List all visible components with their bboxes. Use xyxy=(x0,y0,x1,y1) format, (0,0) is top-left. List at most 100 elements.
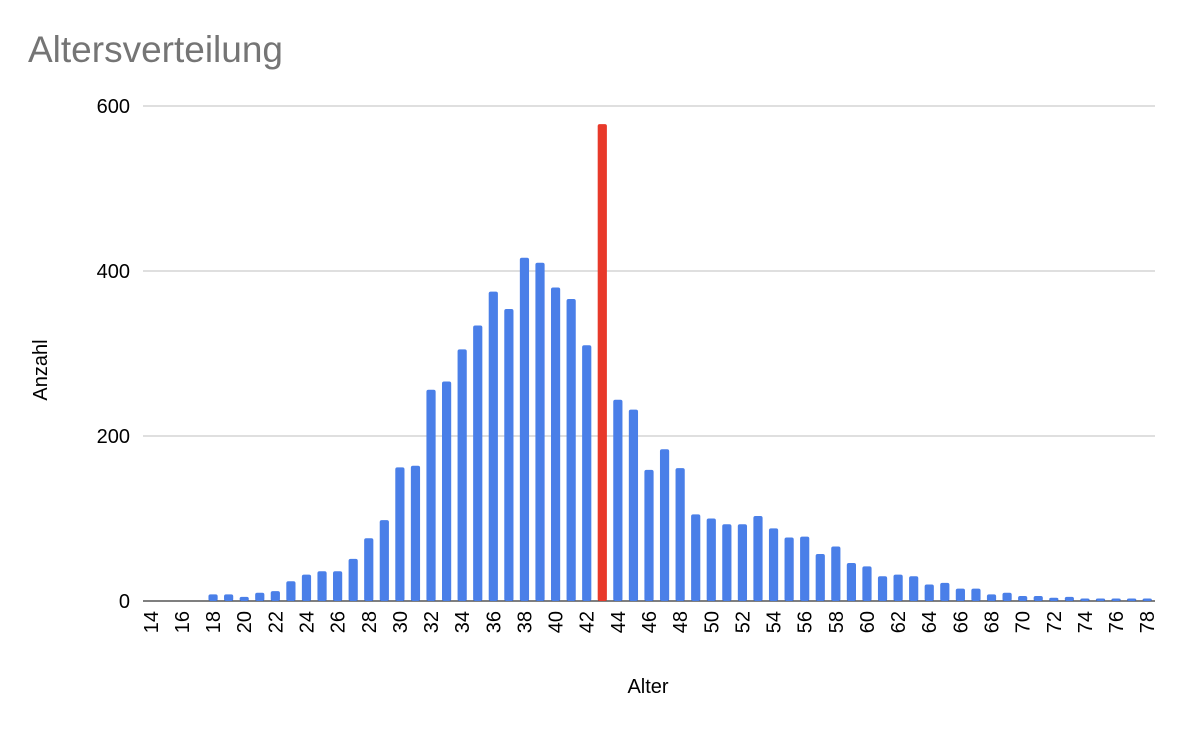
bar xyxy=(737,524,748,601)
bar xyxy=(644,469,654,601)
bar xyxy=(239,596,249,601)
x-tick-label: 58 xyxy=(826,611,848,633)
bar xyxy=(286,581,296,601)
bar xyxy=(909,576,919,601)
bar xyxy=(784,537,794,601)
bar xyxy=(582,345,592,601)
x-tick-label: 78 xyxy=(1137,611,1159,633)
bar xyxy=(597,124,607,602)
chart-title: Altersverteilung xyxy=(28,29,283,70)
x-tick-label: 66 xyxy=(950,611,972,633)
y-tick-label: 200 xyxy=(97,426,130,448)
x-tick-label: 28 xyxy=(359,611,381,633)
bar xyxy=(1002,592,1012,601)
bar xyxy=(566,299,576,601)
x-tick-label: 76 xyxy=(1106,611,1128,633)
x-tick-label: 40 xyxy=(546,611,568,633)
x-tick-label: 70 xyxy=(1013,611,1035,633)
bar xyxy=(1064,596,1074,601)
bar xyxy=(364,538,374,601)
x-tick-label: 52 xyxy=(732,611,754,633)
bar xyxy=(473,325,483,601)
bar xyxy=(800,536,810,601)
bar xyxy=(519,257,530,601)
x-tick-label: 30 xyxy=(390,611,412,633)
x-tick-label: 50 xyxy=(701,611,723,633)
x-tick-label: 18 xyxy=(203,611,225,633)
bar xyxy=(846,563,856,601)
bar xyxy=(862,566,872,601)
x-tick-label: 48 xyxy=(670,611,692,633)
x-tick-label: 60 xyxy=(857,611,879,633)
bar xyxy=(628,409,639,601)
bar xyxy=(1127,598,1137,601)
bar xyxy=(224,594,234,601)
bar xyxy=(675,468,685,601)
bar xyxy=(877,576,888,601)
bar xyxy=(488,291,498,601)
y-tick-label: 600 xyxy=(97,96,130,118)
bar xyxy=(971,588,981,601)
bar xyxy=(426,389,436,601)
bar xyxy=(317,571,327,601)
x-tick-label: 16 xyxy=(172,611,194,633)
bar xyxy=(753,516,763,601)
bar xyxy=(550,287,561,601)
bar xyxy=(815,553,825,601)
x-tick-label: 38 xyxy=(514,611,536,633)
bar xyxy=(706,518,716,601)
x-tick-label: 24 xyxy=(296,611,318,633)
x-tick-label: 68 xyxy=(982,611,1004,633)
x-tick-label: 36 xyxy=(483,611,505,633)
bar xyxy=(379,520,389,601)
bar xyxy=(348,558,358,601)
x-tick-label: 56 xyxy=(795,611,817,633)
bar xyxy=(1049,597,1059,601)
x-tick-label: 44 xyxy=(608,611,630,633)
y-tick-label: 0 xyxy=(119,591,130,613)
bar xyxy=(410,465,421,601)
x-tick-label: 26 xyxy=(328,611,350,633)
bar xyxy=(613,399,623,601)
x-tick-label: 32 xyxy=(421,611,443,633)
bar xyxy=(1095,598,1106,601)
x-tick-label: 62 xyxy=(888,611,910,633)
bar xyxy=(1111,598,1121,601)
bar xyxy=(722,524,732,601)
y-axis-title: Anzahl xyxy=(30,339,52,400)
x-tick-label: 42 xyxy=(577,611,599,633)
x-tick-label: 54 xyxy=(764,611,786,633)
bar xyxy=(457,349,467,601)
y-tick-label: 400 xyxy=(97,261,130,283)
bar xyxy=(442,381,452,601)
bar xyxy=(504,308,514,601)
bar xyxy=(535,262,545,601)
x-tick-label: 20 xyxy=(234,611,256,633)
x-tick-label: 14 xyxy=(141,611,163,633)
bar xyxy=(691,514,701,601)
x-tick-label: 74 xyxy=(1075,611,1097,633)
bar xyxy=(831,546,841,601)
bar xyxy=(301,574,312,601)
x-axis-title: Alter xyxy=(627,676,668,698)
bar xyxy=(208,594,218,601)
bar xyxy=(659,449,670,601)
bar xyxy=(1142,598,1152,601)
bar xyxy=(1018,596,1028,601)
x-tick-label: 34 xyxy=(452,611,474,633)
bar xyxy=(333,571,343,601)
bar xyxy=(1033,596,1043,601)
bar xyxy=(1080,598,1090,601)
x-tick-label: 46 xyxy=(639,611,661,633)
x-tick-label: 72 xyxy=(1044,611,1066,633)
bar xyxy=(955,588,965,601)
bar xyxy=(395,467,405,601)
bar xyxy=(255,592,265,601)
bar xyxy=(924,584,934,601)
bar xyxy=(893,574,903,601)
bar xyxy=(940,582,950,601)
x-tick-label: 22 xyxy=(265,611,287,633)
bar xyxy=(768,528,779,601)
bar xyxy=(270,591,280,601)
